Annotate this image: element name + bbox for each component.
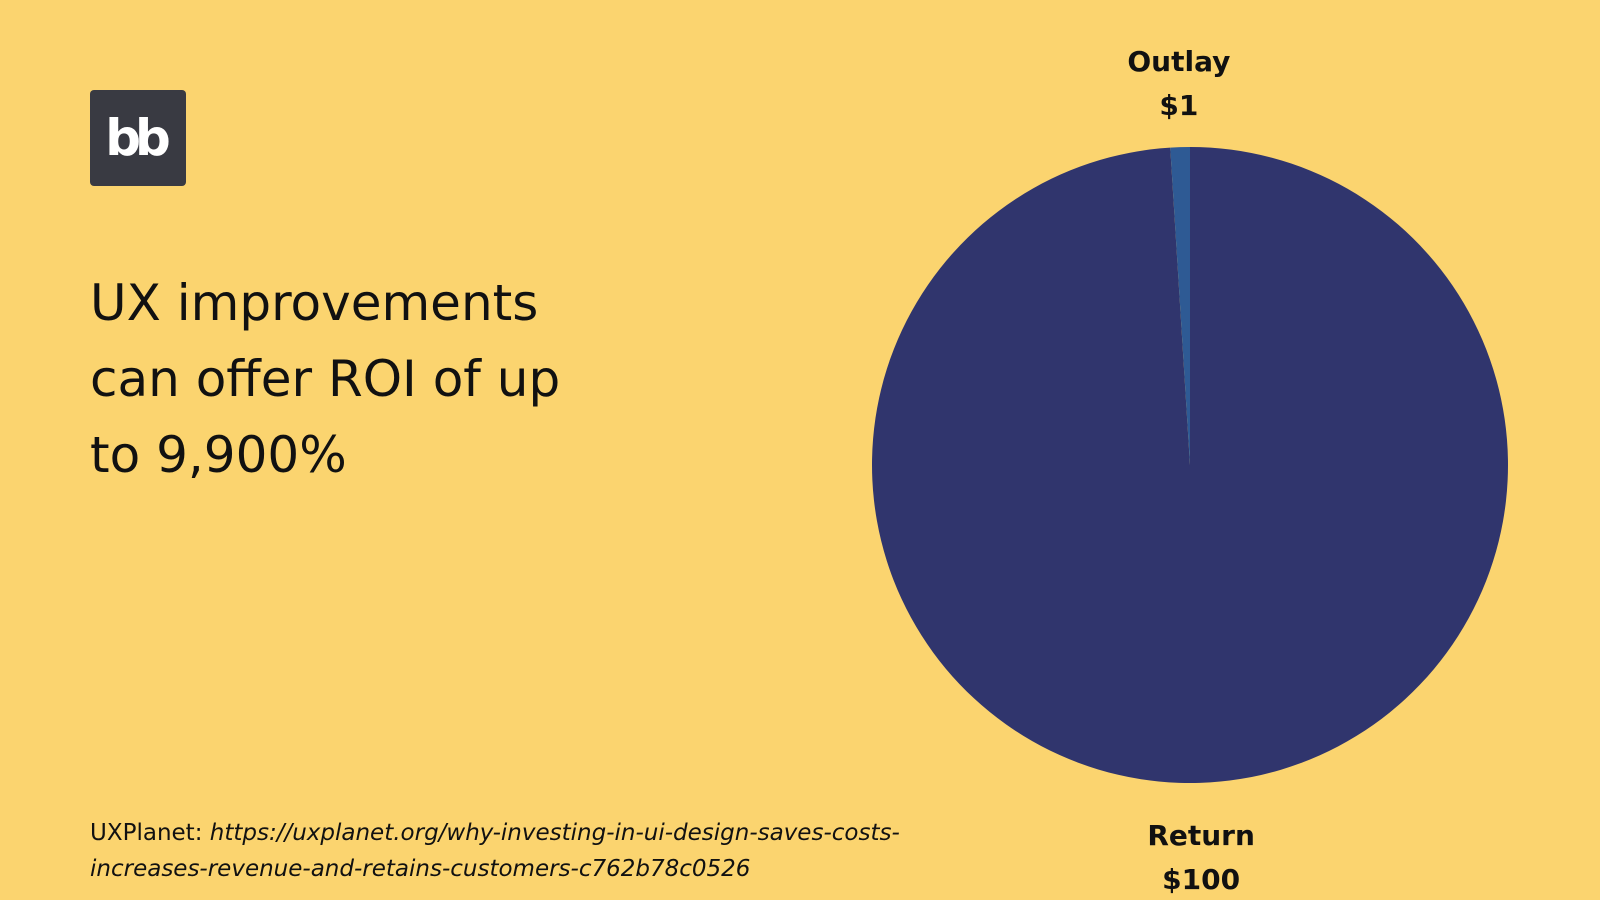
slice-label: Return bbox=[1147, 819, 1255, 852]
source-name: UXPlanet: bbox=[90, 820, 203, 846]
slice-value-label: $1 bbox=[1159, 89, 1198, 122]
slice-label: Outlay bbox=[1127, 45, 1230, 78]
source-url: https://uxplanet.org/why-investing-in-ui… bbox=[90, 820, 900, 882]
chart-title: UX improvements can offer ROI of up to 9… bbox=[90, 274, 561, 484]
pie-slice bbox=[1170, 147, 1190, 465]
source: UXPlanet: https://uxplanet.org/why-inves… bbox=[90, 815, 1010, 887]
slice-value-label: $100 bbox=[1162, 863, 1240, 896]
logo: bb bbox=[90, 90, 186, 186]
